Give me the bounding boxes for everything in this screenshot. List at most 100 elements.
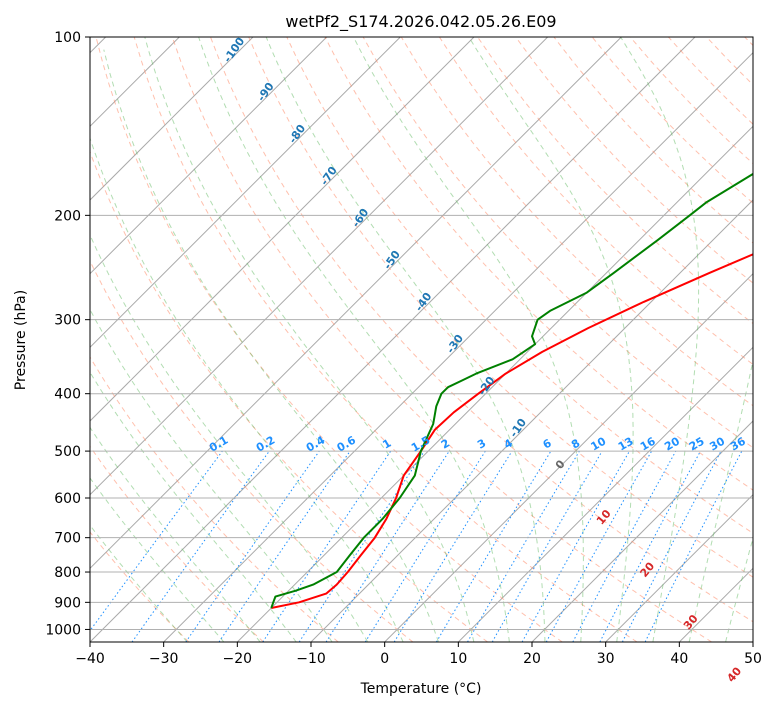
x-tick-label: 10 — [449, 651, 467, 667]
x-tick-label: 30 — [597, 651, 615, 667]
y-tick-label: 100 — [54, 30, 81, 46]
dry-adiabat-label: -60 — [349, 206, 371, 230]
y-tick-label: 800 — [54, 565, 81, 581]
moist-adiabat-line — [468, 37, 634, 642]
mixing-ratio-line — [521, 450, 630, 642]
moist-adiabat-line — [725, 536, 753, 642]
isotherm-line — [90, 37, 622, 570]
dry-adiabat-line — [95, 37, 563, 642]
x-tick-label: 50 — [744, 651, 762, 667]
dry-adiabat-line — [248, 37, 753, 578]
mixing-ratio-label: 8 — [569, 437, 582, 452]
dry-adiabat-label: -100 — [221, 35, 248, 65]
y-axis: 100 200 300 400 500 600 700 800 900 1000 — [45, 30, 90, 638]
mixing-ratio-label: 2 — [439, 437, 452, 452]
moist-adiabat-line — [90, 371, 297, 642]
moist-adiabat-line — [90, 233, 369, 642]
x-axis-label: Temperature (°C) — [360, 681, 482, 697]
isotherm-line — [90, 37, 696, 642]
dry-adiabat-line — [90, 356, 339, 642]
chart-title: wetPf2_S174.2026.042.05.26.E09 — [285, 12, 556, 32]
isotherm-line — [531, 420, 753, 642]
mixing-ratio-line — [644, 450, 743, 642]
moist-adiabat-line — [90, 477, 225, 642]
moist-adiabat-line — [90, 524, 188, 642]
dry-adiabat-line — [286, 37, 753, 534]
moist-adiabat-label: 10 — [594, 507, 614, 527]
isotherm-line — [90, 37, 401, 349]
moist-adiabat-line — [762, 37, 775, 642]
x-tick-label: −40 — [75, 651, 105, 667]
moist-adiabat-line — [90, 136, 404, 642]
mixing-ratio-line — [435, 450, 552, 642]
dry-adiabat-label: -80 — [286, 122, 308, 146]
moist-adiabat-line — [103, 49, 439, 642]
x-tick-label: 40 — [670, 651, 688, 667]
dry-adiabat-label: -90 — [255, 80, 277, 104]
isotherm-line — [163, 51, 753, 642]
x-axis: −40 −30 −20 −10 0 10 20 30 40 50 — [75, 642, 762, 667]
mixing-ratio-line — [572, 450, 677, 642]
x-tick-label: −30 — [149, 651, 179, 667]
dry-adiabat-line — [133, 37, 638, 642]
dry-adiabat-line — [438, 37, 753, 366]
x-tick-label: 0 — [380, 651, 389, 667]
y-tick-label: 1000 — [45, 622, 81, 638]
dry-adiabat-line — [90, 150, 488, 642]
dry-adiabat-line — [668, 37, 753, 125]
mixing-ratio-label: 3 — [475, 437, 488, 452]
moist-adiabat-label: 0 — [553, 457, 568, 471]
mixing-ratio-line — [90, 450, 223, 632]
moist-adiabat-line — [144, 37, 475, 642]
dry-adiabat-line — [400, 37, 753, 407]
mixing-ratio-label: 1 — [380, 437, 393, 452]
mixing-ratio-line — [218, 450, 351, 642]
moist-adiabat-line — [688, 358, 753, 642]
isotherm-line — [605, 493, 753, 642]
dry-adiabat-line — [591, 37, 753, 204]
background-lines — [90, 37, 775, 642]
mixing-ratio-line — [262, 450, 392, 642]
dry-adiabat-line — [90, 445, 264, 642]
dry-adiabat-line — [171, 37, 712, 642]
mixing-ratio-line — [325, 450, 450, 642]
y-tick-label: 300 — [54, 313, 81, 329]
isotherm-line — [236, 125, 753, 642]
isotherm-line — [90, 37, 549, 496]
mixing-ratio-line — [393, 450, 513, 642]
dry-adiabat-line — [553, 37, 753, 244]
y-tick-label: 600 — [54, 491, 81, 507]
plot-frame — [89, 36, 754, 643]
mixing-ratio-line — [545, 450, 653, 642]
isotherm-line — [752, 641, 753, 642]
dry-adiabat-label: -50 — [381, 248, 403, 272]
temperature-line — [271, 253, 753, 609]
dry-adiabat-line — [210, 37, 753, 623]
x-tick-label: 20 — [523, 651, 541, 667]
isotherm-line — [457, 346, 753, 642]
moist-adiabat-label: 40 — [724, 664, 744, 684]
dry-adiabat-label: -70 — [318, 164, 340, 188]
moist-adiabat-line — [90, 426, 261, 642]
dewpoint-line — [270, 172, 753, 609]
mixing-ratio-line — [131, 450, 270, 642]
y-tick-label: 900 — [54, 595, 81, 611]
y-tick-label: 200 — [54, 208, 81, 224]
isotherm-line — [384, 272, 753, 642]
dry-adiabat-label: -40 — [412, 290, 434, 314]
y-tick-label: 500 — [54, 444, 81, 460]
mixing-ratio-label: 6 — [541, 436, 554, 451]
dry-adiabat-line — [706, 37, 753, 86]
dry-adiabat-line — [515, 37, 753, 284]
y-tick-label: 700 — [54, 531, 81, 547]
isotherm-line — [90, 37, 328, 275]
moist-adiabat-line — [265, 37, 546, 642]
x-tick-label: −10 — [296, 651, 326, 667]
pressure-gridlines — [90, 37, 753, 630]
dry-adiabat-line — [90, 259, 414, 642]
y-tick-label: 400 — [54, 387, 81, 403]
y-axis-label: Pressure (hPa) — [13, 290, 29, 390]
dry-adiabat-line — [90, 531, 190, 642]
isotherm-line — [678, 567, 753, 642]
